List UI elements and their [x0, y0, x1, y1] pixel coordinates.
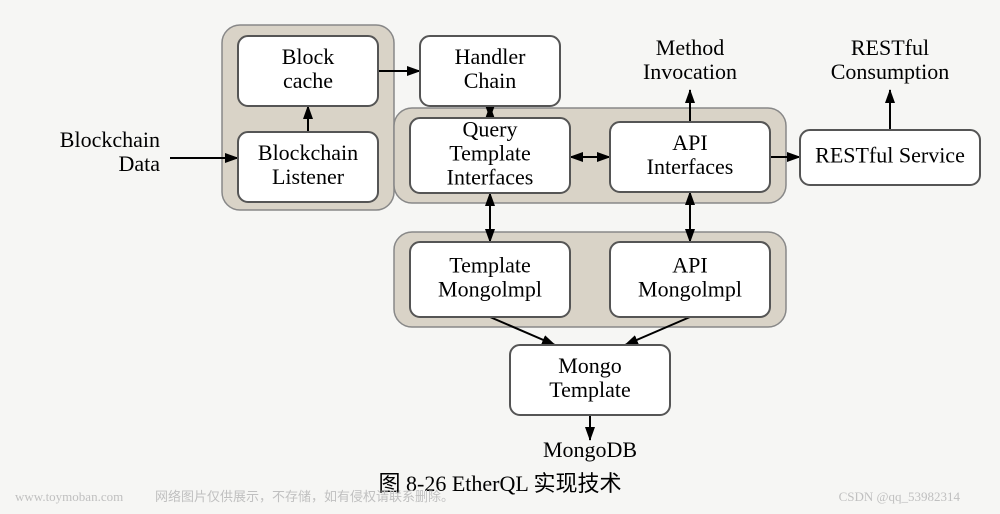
node-qti-label: Template: [449, 141, 531, 166]
node-listener: BlockchainListener: [238, 132, 378, 202]
node-blockcache: Blockcache: [238, 36, 378, 106]
node-amongo-label: API: [672, 253, 707, 278]
label-methodinv: Method: [656, 35, 724, 60]
label-bcdata: Data: [118, 151, 160, 176]
node-listener-label: Listener: [272, 164, 345, 189]
node-tmongo: TemplateMongolmpl: [410, 242, 570, 317]
node-apii-label: Interfaces: [647, 154, 734, 179]
node-amongo: APIMongolmpl: [610, 242, 770, 317]
node-apii: APIInterfaces: [610, 122, 770, 192]
node-handler: HandlerChain: [420, 36, 560, 106]
label-restcons: Consumption: [831, 59, 950, 84]
label-mongodb: MongoDB: [543, 437, 637, 462]
label-wm2: 网络图片仅供展示，不存储，如有侵权请联系删除。: [155, 489, 454, 504]
node-tmongo-label: Template: [449, 253, 531, 278]
node-listener-label: Blockchain: [258, 140, 358, 165]
label-wm1: www.toymoban.com: [15, 489, 123, 504]
node-restsvc-label: RESTful Service: [815, 143, 965, 168]
node-qti-label: Interfaces: [447, 165, 534, 190]
node-restsvc: RESTful Service: [800, 130, 980, 185]
node-mongotpl-label: Template: [549, 377, 631, 402]
node-blockcache-label: Block: [282, 44, 335, 69]
node-mongotpl: MongoTemplate: [510, 345, 670, 415]
node-qti-label: Query: [463, 117, 518, 142]
node-handler-label: Chain: [464, 68, 517, 93]
node-handler-label: Handler: [455, 44, 527, 69]
label-wm3: CSDN @qq_53982314: [839, 489, 961, 504]
node-mongotpl-label: Mongo: [558, 353, 622, 378]
label-methodinv: Invocation: [643, 59, 737, 84]
node-amongo-label: Mongolmpl: [638, 277, 742, 302]
node-tmongo-label: Mongolmpl: [438, 277, 542, 302]
node-blockcache-label: cache: [283, 68, 333, 93]
node-apii-label: API: [672, 130, 707, 155]
label-restcons: RESTful: [851, 35, 929, 60]
node-qti: QueryTemplateInterfaces: [410, 117, 570, 193]
label-bcdata: Blockchain: [60, 127, 160, 152]
